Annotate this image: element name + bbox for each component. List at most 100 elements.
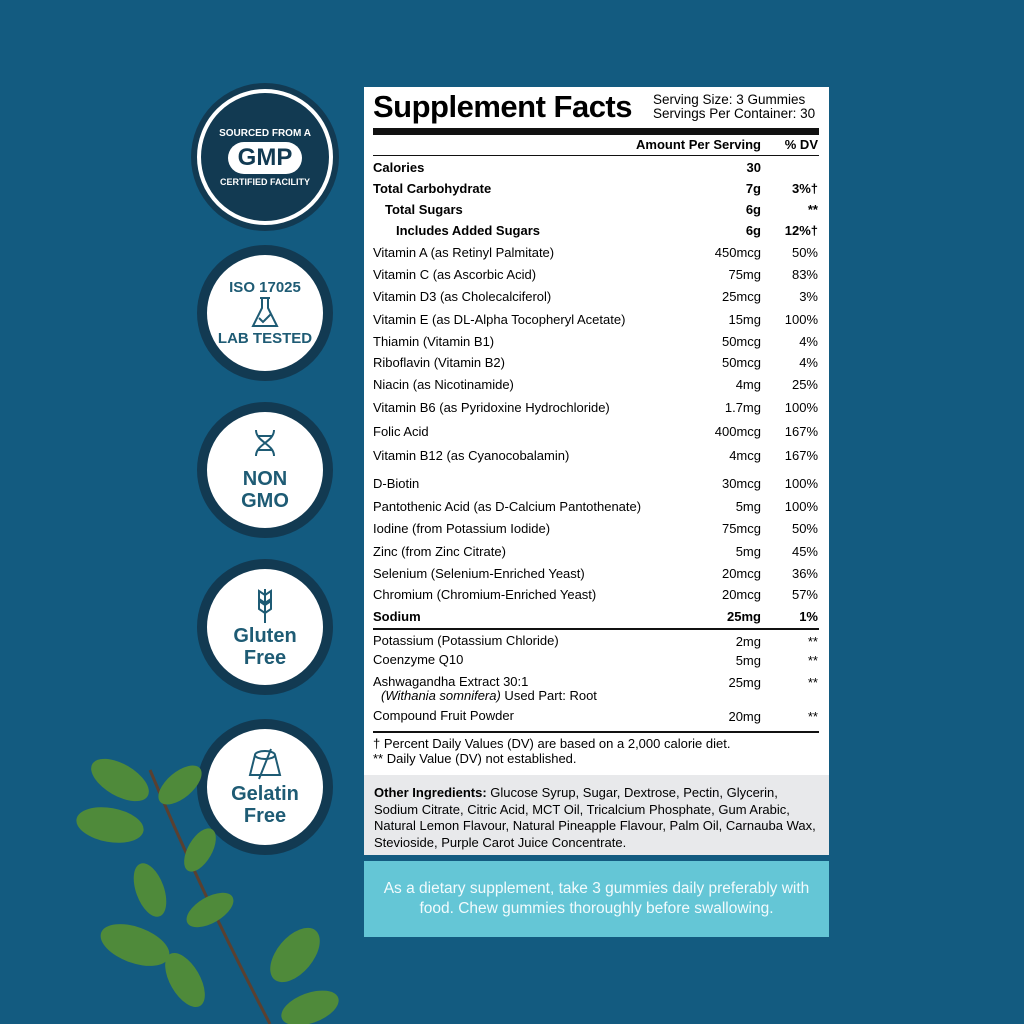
nutrient-dv: 100%	[784, 312, 818, 327]
badge-bottom-text: LAB TESTED	[217, 330, 313, 347]
column-header: Amount Per Serving % DV	[373, 137, 818, 152]
nutrient-dv: 25%	[791, 377, 818, 392]
other-ingredients-label: Other Ingredients:	[374, 785, 487, 800]
serving-info: Serving Size: 3 Gummies Servings Per Con…	[653, 93, 815, 121]
nutrient-name: Vitamin B6 (as Pyridoxine Hydrochloride)	[373, 400, 610, 415]
nutrient-row: Vitamin B12 (as Cyanocobalamin) 4mcg 167%	[373, 448, 818, 463]
nutrient-amount: 2mg	[735, 634, 761, 649]
rule	[373, 155, 819, 156]
nutrient-name: Thiamin (Vitamin B1)	[373, 334, 495, 349]
non-gmo-badge: NON GMO	[197, 402, 333, 538]
nutrient-dv: **	[807, 202, 818, 217]
nutrient-dv: **	[807, 709, 818, 724]
nutrient-name: Sodium	[373, 609, 421, 624]
nutrient-name: Riboflavin (Vitamin B2)	[373, 355, 505, 370]
badge-text: NON	[242, 468, 288, 490]
nutrient-amount: 50mcg	[721, 355, 761, 370]
badge-top-text: ISO 17025	[229, 279, 301, 296]
dv-header: % DV	[784, 137, 818, 152]
nutrient-dv: 45%	[791, 544, 818, 559]
nutrient-amount: 4mg	[735, 377, 761, 392]
nutrient-name: Vitamin C (as Ascorbic Acid)	[373, 267, 537, 282]
nutrient-name: Potassium (Potassium Chloride)	[373, 633, 559, 648]
nutrient-name: Calories	[373, 160, 425, 175]
nutrient-amount: 20mcg	[721, 587, 761, 602]
wheat-icon	[258, 589, 272, 623]
nutrient-dv: 167%	[784, 448, 818, 463]
servings-per-container: Servings Per Container: 30	[653, 106, 816, 121]
nutrient-row: Vitamin B6 (as Pyridoxine Hydrochloride)…	[373, 400, 818, 415]
nutrient-amount: 20mcg	[721, 566, 761, 581]
nutrient-name: Total Sugars	[385, 202, 463, 217]
nutrient-amount: 5mg	[735, 653, 761, 668]
nutrient-dv: 50%	[791, 521, 818, 536]
nutrient-name: Coenzyme Q10	[373, 652, 464, 667]
nutrient-amount: 1.7mg	[724, 400, 761, 415]
nutrient-dv: 100%	[784, 400, 818, 415]
nutrient-amount: 20mg	[728, 709, 761, 724]
nutrient-dv: 50%	[791, 245, 818, 260]
nutrient-amount: 75mcg	[721, 521, 761, 536]
badge-bottom-text: CERTIFIED FACILITY	[220, 176, 310, 187]
nutrient-part: Used Part: Root	[500, 688, 597, 703]
nutrient-amount: 6g	[745, 202, 761, 217]
flask-check-icon	[251, 297, 279, 327]
nutrient-row: Pantothenic Acid (as D-Calcium Pantothen…	[373, 499, 818, 514]
nutrient-name: Folic Acid	[373, 424, 429, 439]
nutrient-row: Sodium 25mg 1%	[373, 609, 818, 624]
nutrient-dv: 83%	[791, 267, 818, 282]
rule	[373, 628, 819, 630]
nutrient-amount: 5mg	[735, 544, 761, 559]
nutrient-row: Zinc (from Zinc Citrate) 5mg 45%	[373, 544, 818, 559]
badge-text: GMO	[241, 490, 289, 512]
badge-text: Free	[243, 647, 287, 669]
nutrient-name: Vitamin D3 (as Cholecalciferol)	[373, 289, 552, 304]
nutrient-row: Riboflavin (Vitamin B2) 50mcg 4%	[373, 355, 818, 370]
nutrient-amount: 75mg	[728, 267, 761, 282]
nutrient-amount: 7g	[745, 181, 761, 196]
nutrient-row: Calories 30	[373, 160, 818, 175]
nutrient-amount: 4mcg	[729, 448, 761, 463]
nutrient-dv: 4%	[799, 355, 818, 370]
nutrient-name: D-Biotin	[373, 476, 420, 491]
badge-top-text: SOURCED FROM A	[219, 127, 311, 139]
gelatin-crossed-icon	[248, 748, 282, 780]
nutrient-dv: 3%†	[791, 181, 818, 196]
nutrient-row: Vitamin C (as Ascorbic Acid) 75mg 83%	[373, 267, 818, 282]
nutrient-dv: **	[807, 634, 818, 649]
gluten-free-badge: Gluten Free	[197, 559, 333, 695]
badge-text: Free	[243, 805, 287, 827]
nutrient-row: Selenium (Selenium-Enriched Yeast) 20mcg 3…	[373, 566, 818, 581]
nutrient-amount: 15mg	[728, 312, 761, 327]
thick-rule	[373, 128, 819, 135]
nutrient-dv: 36%	[791, 566, 818, 581]
nutrient-dv: **	[807, 653, 818, 668]
nutrient-amount: 30	[746, 160, 761, 175]
nutrient-name: Compound Fruit Powder	[373, 708, 514, 723]
nutrient-amount: 450mcg	[714, 245, 761, 260]
footnotes: † Percent Daily Values (DV) are based on…	[373, 736, 818, 766]
nutrient-name: Selenium (Selenium-Enriched Yeast)	[373, 566, 585, 581]
nutrient-name: Ashwagandha Extract 30:1	[373, 674, 529, 689]
nutrient-row: Vitamin D3 (as Cholecalciferol) 25mcg 3%	[373, 289, 818, 304]
nutrient-row: Vitamin E (as DL-Alpha Tocopheryl Acetat…	[373, 312, 818, 327]
other-ingredients-text: Glucose Syrup, Sugar, Dextrose, Pectin, …	[374, 785, 816, 850]
gmp-text: GMP	[227, 141, 303, 174]
nutrient-dv: 12%†	[784, 223, 818, 238]
nutrient-row: Total Sugars 6g **	[373, 202, 818, 217]
nutrient-row: Vitamin A (as Retinyl Palmitate) 450mcg 50…	[373, 245, 818, 260]
amount-header: Amount Per Serving	[636, 137, 761, 152]
nutrient-amount: 50mcg	[721, 334, 761, 349]
nutrient-row: Chromium (Chromium-Enriched Yeast) 20mcg 5…	[373, 587, 818, 602]
iso-badge: ISO 17025 LAB TESTED	[197, 245, 333, 381]
gelatin-free-badge: Gelatin Free	[197, 719, 333, 855]
nutrient-row: Iodine (from Potassium Iodide) 75mcg 50%	[373, 521, 818, 536]
nutrient-amount: 25mg	[727, 609, 761, 624]
facts-title: Supplement Facts	[373, 89, 633, 124]
badge-text: Gluten	[233, 625, 297, 647]
nutrient-name: Chromium (Chromium-Enriched Yeast)	[373, 587, 597, 602]
nutrient-dv: 1%	[799, 609, 818, 624]
nutrient-name: Niacin (as Nicotinamide)	[373, 377, 514, 392]
nutrient-row: Niacin (as Nicotinamide) 4mg 25%	[373, 377, 818, 392]
rule	[373, 731, 819, 733]
